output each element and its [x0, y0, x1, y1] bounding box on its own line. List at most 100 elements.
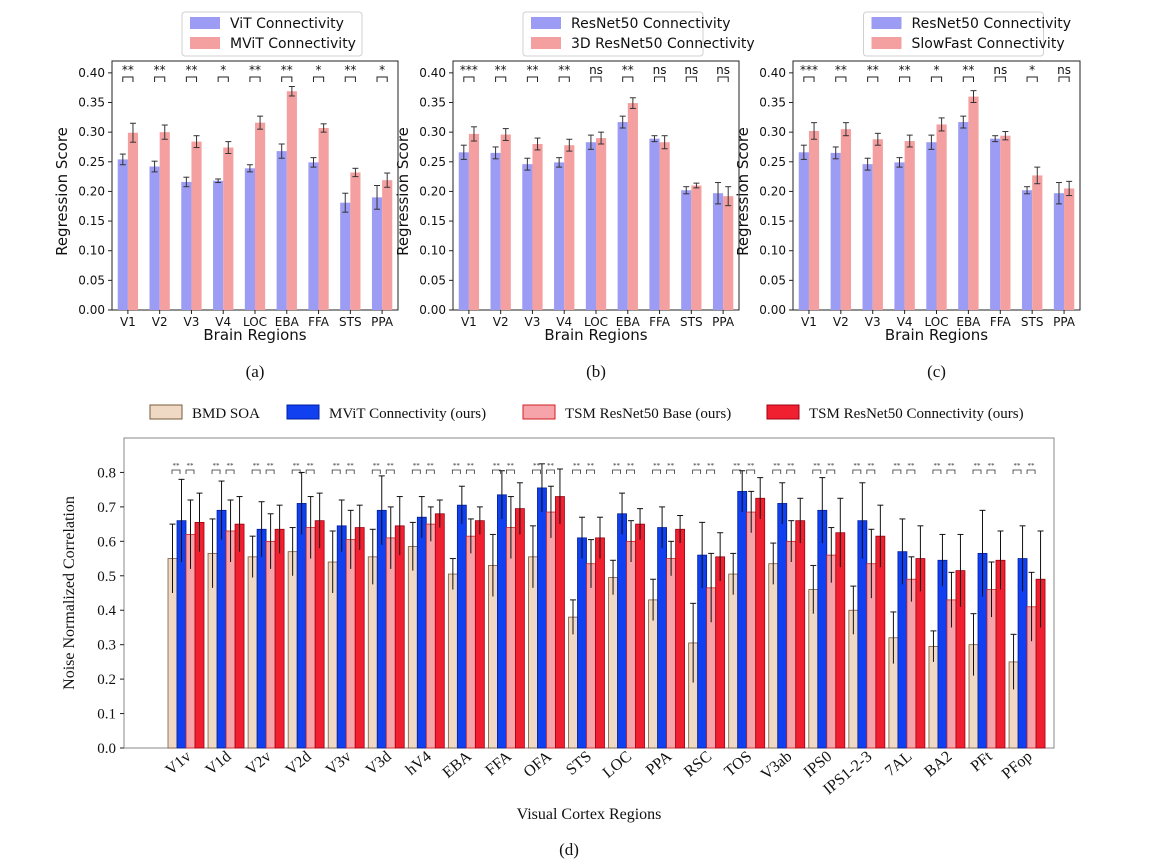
bar	[522, 164, 533, 310]
legend: ViT Connectivity MViT Connectivity	[181, 11, 363, 57]
y-tick-label: 0.40	[759, 66, 786, 80]
bar	[458, 152, 469, 310]
significance-bracket	[506, 469, 515, 474]
x-tick-label: V2d	[283, 748, 315, 779]
y-tick-label: 0.30	[419, 125, 446, 139]
x-axis-label: Visual Cortex Regions	[517, 806, 662, 823]
bar	[286, 91, 297, 310]
significance-label: **	[507, 462, 515, 470]
significance-label: **	[227, 462, 235, 470]
y-tick-label: 0.8	[97, 465, 116, 481]
bar	[627, 103, 638, 310]
bar	[659, 142, 670, 310]
bar	[817, 509, 828, 749]
bar	[256, 528, 267, 749]
significance-bracket	[185, 469, 195, 474]
bar	[681, 190, 692, 310]
bar	[666, 558, 676, 749]
significance-bracket	[265, 469, 275, 474]
y-tick-label: 0.0	[97, 741, 116, 757]
significance-label: **	[267, 462, 275, 470]
bar	[305, 527, 316, 749]
x-tick-label: FFA	[482, 748, 515, 779]
significance-label: **	[933, 462, 941, 470]
bar	[505, 527, 516, 749]
legend-label: 3D ResNet50 Connectivity	[571, 36, 755, 52]
significance-bracket	[558, 76, 570, 82]
y-tick-label: 0.4	[97, 603, 116, 619]
significance-bracket	[492, 469, 501, 474]
significance-bracket	[866, 469, 876, 474]
significance-label: **	[947, 462, 955, 470]
bar	[213, 180, 224, 310]
significance-bracket	[425, 469, 435, 474]
bar	[296, 503, 307, 749]
legend-box	[863, 11, 1044, 57]
significance-bracket	[732, 469, 742, 474]
y-tick-label: 0.2	[97, 672, 116, 688]
significance-label: **	[907, 462, 915, 470]
x-tick-label: V3	[525, 315, 541, 329]
legend-label: ViT Connectivity	[230, 16, 344, 32]
bar	[585, 142, 596, 310]
x-tick-label: V1	[801, 315, 817, 329]
bar	[626, 540, 636, 749]
y-tick-label: 0.05	[759, 273, 786, 287]
legend-box	[522, 11, 704, 57]
significance-label: **	[707, 462, 715, 470]
panel-caption: (c)	[927, 362, 946, 381]
bar	[447, 573, 458, 749]
bar	[234, 523, 245, 749]
y-tick-label: 0.7	[97, 500, 116, 516]
bar	[1053, 193, 1065, 310]
bar	[715, 556, 726, 749]
bar	[394, 525, 405, 749]
legend-swatch	[871, 37, 902, 49]
significance-bracket	[546, 469, 555, 474]
bar	[318, 127, 329, 310]
significance-bracket	[972, 469, 982, 474]
significance-bracket	[211, 469, 221, 474]
bar	[564, 145, 575, 310]
bar	[894, 162, 905, 310]
x-tick-label: PFop	[999, 748, 1036, 783]
bar	[532, 144, 543, 310]
bar	[755, 497, 766, 749]
x-axis-label: Brain Regions	[885, 326, 988, 344]
bar	[244, 168, 255, 310]
bar	[274, 528, 285, 749]
significance-bracket	[986, 469, 996, 474]
y-tick-label: 0.25	[419, 155, 446, 169]
significance-bracket	[746, 469, 756, 474]
bar	[737, 490, 748, 749]
bar	[1021, 190, 1033, 310]
significance-label: **	[253, 462, 261, 470]
x-axis-label: Brain Regions	[544, 326, 647, 344]
bar	[354, 527, 365, 749]
significance-label: **	[962, 63, 974, 77]
significance-bracket	[281, 76, 293, 82]
legend-swatch	[531, 37, 561, 49]
significance-bracket	[532, 469, 541, 474]
bar	[808, 130, 820, 310]
significance-label: **	[154, 63, 166, 77]
x-axis-label: Brain Regions	[203, 326, 306, 344]
significance-bracket	[612, 469, 621, 474]
significance-label: **	[573, 462, 581, 470]
legend-swatch	[190, 37, 220, 49]
bar	[728, 573, 739, 749]
bar	[904, 141, 915, 310]
significance-label: **	[867, 63, 879, 77]
legend-label: MViT Connectivity (ours)	[329, 406, 486, 422]
bar	[345, 539, 356, 749]
significance-label: **	[853, 462, 861, 470]
significance-label: **	[467, 462, 475, 470]
y-tick-label: 0.00	[759, 303, 786, 317]
bar	[768, 563, 779, 749]
legend: BMD SOA MViT Connectivity (ours) TSM ResNe…	[149, 404, 1024, 422]
significance-label: *	[220, 63, 226, 77]
bar	[990, 138, 1001, 310]
significance-label: **	[344, 63, 356, 77]
significance-label: **	[1028, 462, 1036, 470]
bar	[1064, 188, 1075, 310]
